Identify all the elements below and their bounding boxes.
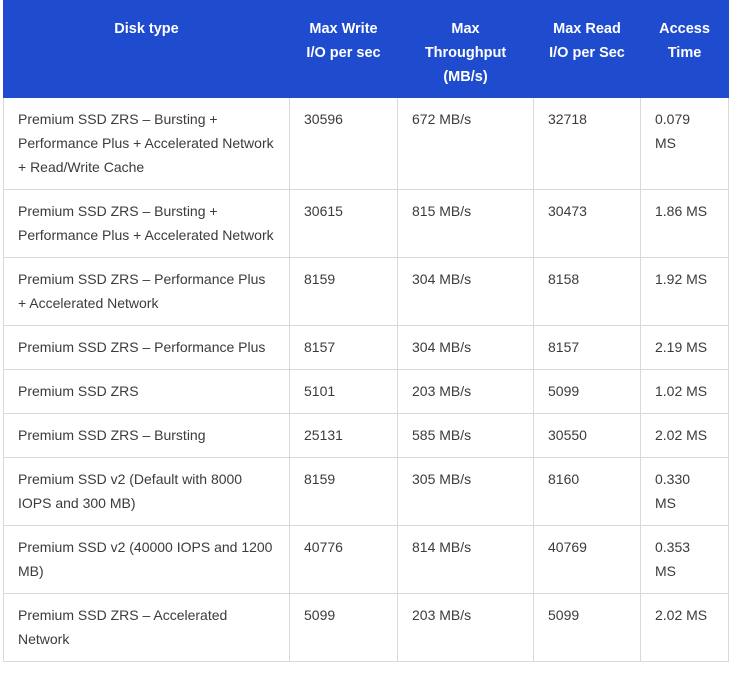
cell-max-throughput: 585 MB/s bbox=[397, 413, 534, 458]
column-header-disk-type: Disk type bbox=[3, 0, 290, 98]
cell-access-time: 1.92 MS bbox=[640, 257, 729, 326]
header-row: Disk type Max Write I/O per sec Max Throughp… bbox=[3, 0, 729, 98]
cell-disk-type: Premium SSD ZRS – Performance Plus + Acc… bbox=[3, 257, 290, 326]
table-row: Premium SSD ZRS – Accelerated Network 509… bbox=[3, 593, 729, 662]
cell-max-read-iops: 5099 bbox=[533, 593, 641, 662]
column-header-line: Max bbox=[451, 21, 480, 37]
table-row: Premium SSD ZRS – Bursting 25131 585 MB/s 3… bbox=[3, 413, 729, 458]
cell-max-throughput: 814 MB/s bbox=[397, 525, 534, 594]
cell-max-throughput: 672 MB/s bbox=[397, 97, 534, 190]
column-header-line: Disk type bbox=[114, 21, 179, 37]
cell-max-read-iops: 32718 bbox=[533, 97, 641, 190]
cell-max-read-iops: 5099 bbox=[533, 369, 641, 414]
cell-max-read-iops: 8157 bbox=[533, 325, 641, 370]
cell-max-throughput: 304 MB/s bbox=[397, 257, 534, 326]
cell-max-read-iops: 40769 bbox=[533, 525, 641, 594]
column-header-line: Access bbox=[659, 21, 710, 37]
cell-disk-type: Premium SSD ZRS – Bursting bbox=[3, 413, 290, 458]
cell-access-time: 2.02 MS bbox=[640, 593, 729, 662]
table-header: Disk type Max Write I/O per sec Max Throughp… bbox=[3, 0, 729, 98]
table-row: Premium SSD ZRS – Bursting + Performance… bbox=[3, 189, 729, 258]
disk-performance-table: Disk type Max Write I/O per sec Max Throughp… bbox=[3, 0, 729, 662]
cell-disk-type: Premium SSD ZRS – Bursting + Performance… bbox=[3, 97, 290, 190]
cell-max-write-iops: 30615 bbox=[289, 189, 398, 258]
cell-access-time: 0.079 MS bbox=[640, 97, 729, 190]
cell-max-read-iops: 30550 bbox=[533, 413, 641, 458]
cell-access-time: 1.02 MS bbox=[640, 369, 729, 414]
cell-access-time: 0.353 MS bbox=[640, 525, 729, 594]
table-row: Premium SSD v2 (40000 IOPS and 1200 MB) 4… bbox=[3, 525, 729, 594]
cell-max-write-iops: 5101 bbox=[289, 369, 398, 414]
cell-disk-type: Premium SSD ZRS – Bursting + Performance… bbox=[3, 189, 290, 258]
cell-max-write-iops: 8159 bbox=[289, 457, 398, 526]
cell-max-read-iops: 8160 bbox=[533, 457, 641, 526]
column-header-line: Max Read bbox=[553, 21, 621, 37]
column-header-max-write-iops: Max Write I/O per sec bbox=[289, 0, 398, 98]
cell-access-time: 2.02 MS bbox=[640, 413, 729, 458]
cell-access-time: 2.19 MS bbox=[640, 325, 729, 370]
cell-max-write-iops: 8159 bbox=[289, 257, 398, 326]
cell-max-write-iops: 40776 bbox=[289, 525, 398, 594]
cell-max-throughput: 203 MB/s bbox=[397, 593, 534, 662]
cell-access-time: 1.86 MS bbox=[640, 189, 729, 258]
column-header-line: I/O per sec bbox=[306, 45, 381, 61]
column-header-line: Throughput bbox=[424, 45, 507, 61]
cell-max-throughput: 815 MB/s bbox=[397, 189, 534, 258]
column-header-max-read-iops: Max Read I/O per Sec bbox=[533, 0, 641, 98]
column-header-line: I/O per Sec bbox=[549, 45, 625, 61]
cell-max-write-iops: 30596 bbox=[289, 97, 398, 190]
table-row: Premium SSD v2 (Default with 8000 IOPS a… bbox=[3, 457, 729, 526]
cell-disk-type: Premium SSD ZRS – Accelerated Network bbox=[3, 593, 290, 662]
column-header-line: Time bbox=[667, 45, 702, 61]
table-row: Premium SSD ZRS – Performance Plus 8157 30… bbox=[3, 325, 729, 370]
column-header-max-throughput: Max Throughput (MB/s) bbox=[397, 0, 534, 98]
cell-max-write-iops: 5099 bbox=[289, 593, 398, 662]
cell-max-write-iops: 8157 bbox=[289, 325, 398, 370]
cell-disk-type: Premium SSD v2 (Default with 8000 IOPS a… bbox=[3, 457, 290, 526]
cell-max-throughput: 304 MB/s bbox=[397, 325, 534, 370]
cell-max-throughput: 305 MB/s bbox=[397, 457, 534, 526]
column-header-line: Max Write bbox=[309, 21, 378, 37]
table-row: Premium SSD ZRS – Performance Plus + Acc… bbox=[3, 257, 729, 326]
cell-disk-type: Premium SSD ZRS bbox=[3, 369, 290, 414]
cell-max-read-iops: 8158 bbox=[533, 257, 641, 326]
cell-disk-type: Premium SSD v2 (40000 IOPS and 1200 MB) bbox=[3, 525, 290, 594]
cell-max-write-iops: 25131 bbox=[289, 413, 398, 458]
cell-max-read-iops: 30473 bbox=[533, 189, 641, 258]
table-row: Premium SSD ZRS – Bursting + Performance… bbox=[3, 97, 729, 190]
cell-disk-type: Premium SSD ZRS – Performance Plus bbox=[3, 325, 290, 370]
table-row: Premium SSD ZRS 5101 203 MB/s 5099 1.02 MS bbox=[3, 369, 729, 414]
cell-access-time: 0.330 MS bbox=[640, 457, 729, 526]
column-header-access-time: Access Time bbox=[640, 0, 729, 98]
column-header-line: (MB/s) bbox=[443, 69, 488, 85]
cell-max-throughput: 203 MB/s bbox=[397, 369, 534, 414]
table-body: Premium SSD ZRS – Bursting + Performance… bbox=[3, 97, 729, 662]
